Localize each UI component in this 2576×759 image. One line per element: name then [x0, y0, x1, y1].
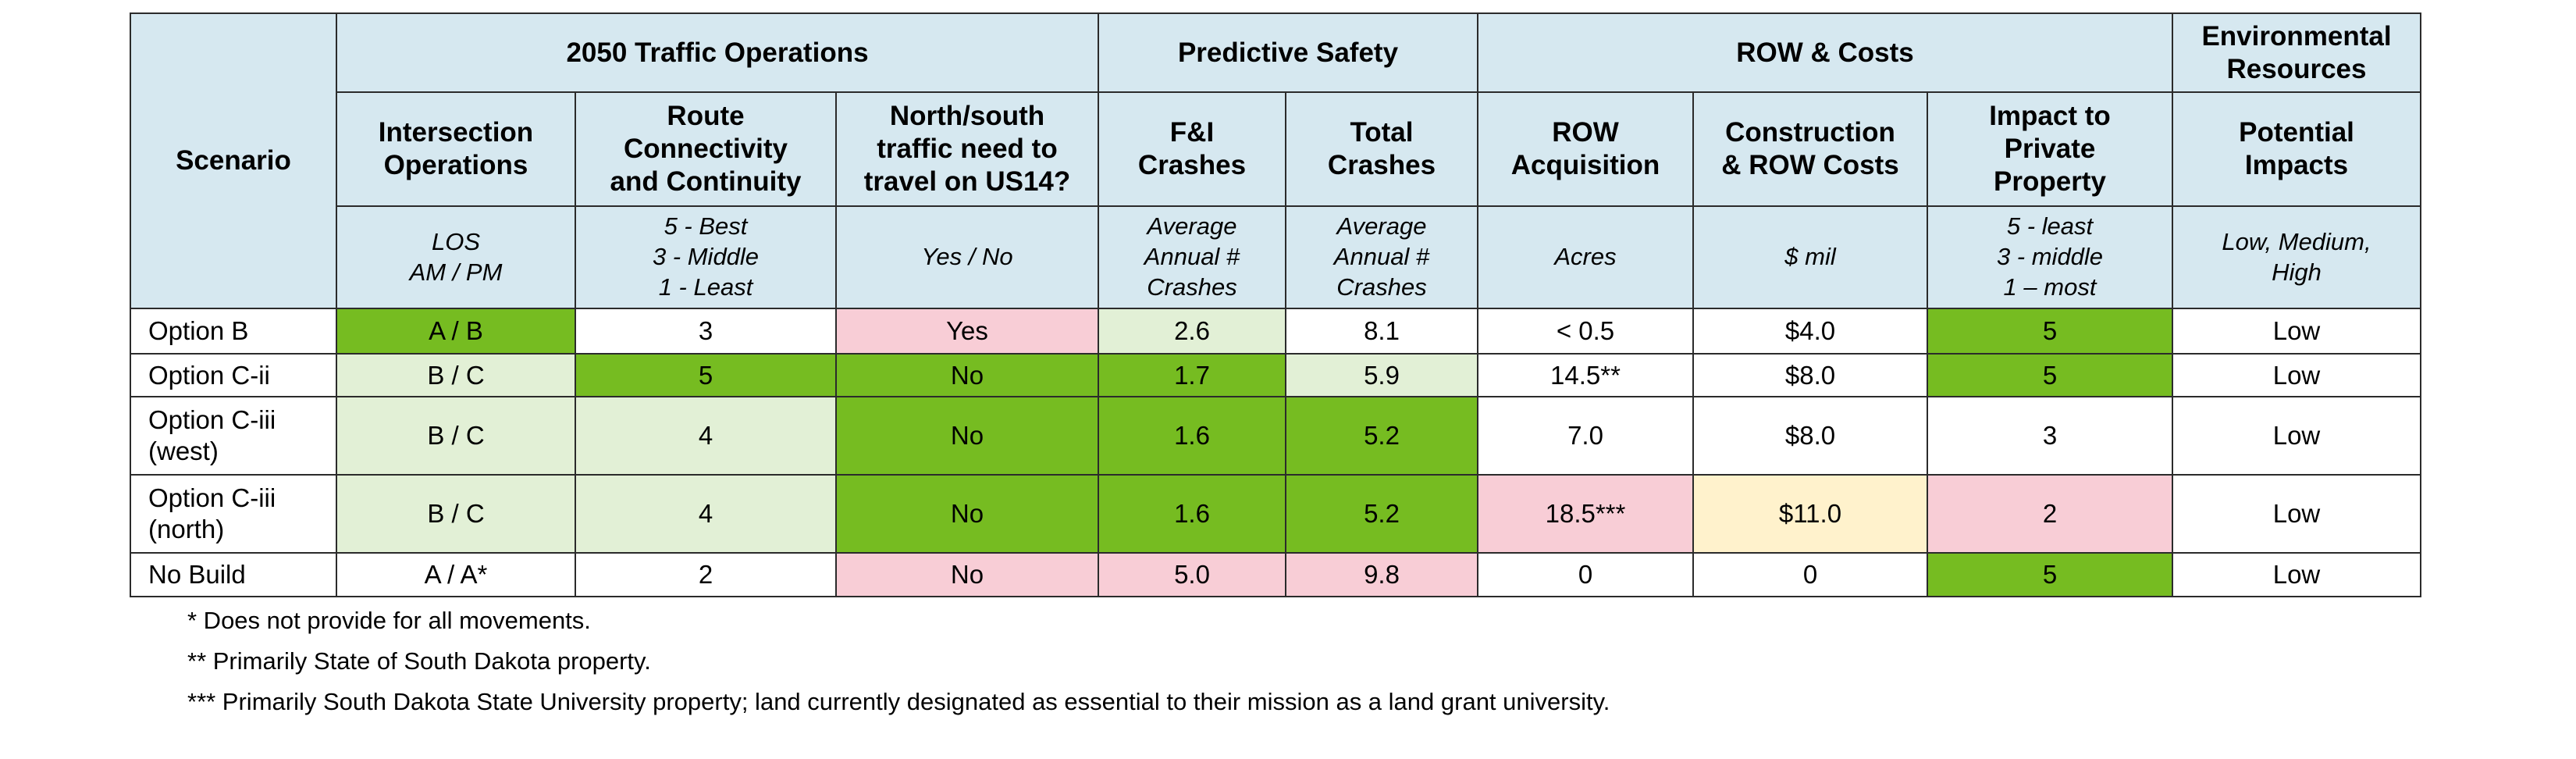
north-south-traffic-cell: No: [835, 552, 1099, 597]
potential-impacts-cell: Low: [2172, 353, 2421, 397]
table-row: No Build A / A* 2 No 5.0 9.8 0 0 5 Low: [130, 552, 2421, 597]
unit-potential-impacts: Low, Medium, High: [2172, 205, 2421, 309]
column-header-construction-row-costs: Construction & ROW Costs: [1692, 91, 1928, 207]
north-south-traffic-cell: No: [835, 396, 1099, 476]
column-header-potential-impacts: Potential Impacts: [2172, 91, 2421, 207]
route-connectivity-cell: 5: [575, 353, 837, 397]
unit-route-connectivity: 5 - Best 3 - Middle 1 - Least: [575, 205, 837, 309]
column-header-fi-crashes: F&I Crashes: [1098, 91, 1286, 207]
unit-total-crashes: Average Annual # Crashes: [1285, 205, 1478, 309]
route-connectivity-cell: 3: [575, 308, 837, 355]
construction-row-costs-cell: $8.0: [1692, 353, 1928, 397]
construction-row-costs-cell: $4.0: [1692, 308, 1928, 355]
table-row: Option C-iii (west) B / C 4 No 1.6 5.2 7.0 $8.0…: [130, 396, 2421, 476]
construction-row-costs-cell: $11.0: [1692, 474, 1928, 554]
footnote-2: ** Primarily State of South Dakota prope…: [187, 647, 651, 675]
impact-private-property-cell: 5: [1927, 353, 2173, 397]
row-acquisition-cell: < 0.5: [1477, 308, 1694, 355]
fi-crashes-cell: 2.6: [1098, 308, 1286, 355]
impact-private-property-cell: 3: [1927, 396, 2173, 476]
fi-crashes-cell: 1.6: [1098, 396, 1286, 476]
scenario-header: Scenario: [130, 12, 337, 309]
route-connectivity-cell: 4: [575, 474, 837, 554]
group-header-traffic: 2050 Traffic Operations: [336, 12, 1099, 93]
group-header-row-costs: ROW & Costs: [1477, 12, 2173, 93]
table-row: Option C-iii (north) B / C 4 No 1.6 5.2 18.5**…: [130, 474, 2421, 554]
column-header-intersection-operations: Intersection Operations: [336, 91, 576, 207]
route-connectivity-cell: 2: [575, 552, 837, 597]
footnote-1: * Does not provide for all movements.: [187, 607, 591, 634]
table-row: Option C-ii B / C 5 No 1.7 5.9 14.5** $8.0 5 Low: [130, 353, 2421, 397]
scenario-cell: Option B: [130, 308, 337, 355]
unit-fi-crashes: Average Annual # Crashes: [1098, 205, 1286, 309]
scenario-cell: Option C-iii (north): [130, 474, 337, 554]
unit-impact-private-property: 5 - least 3 - middle 1 – most: [1927, 205, 2173, 309]
column-header-total-crashes: Total Crashes: [1285, 91, 1478, 207]
north-south-traffic-cell: Yes: [835, 308, 1099, 355]
footnote-3: *** Primarily South Dakota State Univers…: [187, 688, 1610, 715]
intersection-operations-cell: B / C: [336, 474, 576, 554]
column-header-route-connectivity: Route Connectivity and Continuity: [575, 91, 837, 207]
scenario-cell: No Build: [130, 552, 337, 597]
impact-private-property-cell: 5: [1927, 308, 2173, 355]
intersection-operations-cell: B / C: [336, 353, 576, 397]
fi-crashes-cell: 1.7: [1098, 353, 1286, 397]
group-header-environmental: Environmental Resources: [2172, 12, 2421, 93]
unit-intersection-operations: LOS AM / PM: [336, 205, 576, 309]
footnotes: * Does not provide for all movements. **…: [187, 606, 1610, 728]
potential-impacts-cell: Low: [2172, 396, 2421, 476]
fi-crashes-cell: 5.0: [1098, 552, 1286, 597]
row-acquisition-cell: 0: [1477, 552, 1694, 597]
intersection-operations-cell: B / C: [336, 396, 576, 476]
unit-north-south-traffic: Yes / No: [835, 205, 1099, 309]
scenario-cell: Option C-ii: [130, 353, 337, 397]
row-acquisition-cell: 18.5***: [1477, 474, 1694, 554]
column-header-row-acquisition: ROW Acquisition: [1477, 91, 1694, 207]
comparison-table-wrapper: Scenario 2050 Traffic Operations Predict…: [130, 12, 2421, 597]
unit-row-acquisition: Acres: [1477, 205, 1694, 309]
construction-row-costs-cell: 0: [1692, 552, 1928, 597]
fi-crashes-cell: 1.6: [1098, 474, 1286, 554]
total-crashes-cell: 9.8: [1285, 552, 1478, 597]
intersection-operations-cell: A / B: [336, 308, 576, 355]
construction-row-costs-cell: $8.0: [1692, 396, 1928, 476]
row-acquisition-cell: 7.0: [1477, 396, 1694, 476]
group-header-safety: Predictive Safety: [1098, 12, 1478, 93]
route-connectivity-cell: 4: [575, 396, 837, 476]
north-south-traffic-cell: No: [835, 474, 1099, 554]
total-crashes-cell: 5.2: [1285, 396, 1478, 476]
potential-impacts-cell: Low: [2172, 552, 2421, 597]
impact-private-property-cell: 2: [1927, 474, 2173, 554]
total-crashes-cell: 5.9: [1285, 353, 1478, 397]
north-south-traffic-cell: No: [835, 353, 1099, 397]
row-acquisition-cell: 14.5**: [1477, 353, 1694, 397]
scenario-comparison-table: Scenario 2050 Traffic Operations Predict…: [130, 12, 2421, 597]
total-crashes-cell: 8.1: [1285, 308, 1478, 355]
unit-construction-row-costs: $ mil: [1692, 205, 1928, 309]
scenario-cell: Option C-iii (west): [130, 396, 337, 476]
potential-impacts-cell: Low: [2172, 474, 2421, 554]
column-header-north-south-traffic: North/south traffic need to travel on US…: [835, 91, 1099, 207]
total-crashes-cell: 5.2: [1285, 474, 1478, 554]
impact-private-property-cell: 5: [1927, 552, 2173, 597]
potential-impacts-cell: Low: [2172, 308, 2421, 355]
column-header-impact-private-property: Impact to Private Property: [1927, 91, 2173, 207]
intersection-operations-cell: A / A*: [336, 552, 576, 597]
